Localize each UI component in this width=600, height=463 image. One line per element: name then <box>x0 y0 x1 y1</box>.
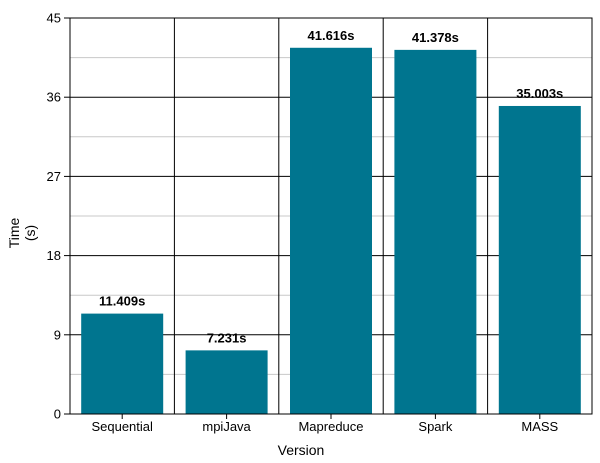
y-tick-label: 45 <box>47 11 61 26</box>
bar-value-label: 7.231s <box>207 330 247 345</box>
x-axis-title: Version <box>278 442 325 458</box>
bar-sequential <box>81 313 164 414</box>
bar-value-label: 11.409s <box>99 294 145 309</box>
y-tick-label: 18 <box>47 248 61 263</box>
bar-value-label: 35.003s <box>516 86 563 101</box>
plot-frame <box>69 17 593 415</box>
y-tick-label: 0 <box>54 407 61 422</box>
y-tick-label: 27 <box>47 169 61 184</box>
y-axis-title: Time (s) <box>6 217 38 248</box>
x-tick-label: MASS <box>521 419 558 434</box>
bars <box>81 47 581 415</box>
x-tick-label: Mapreduce <box>298 419 363 434</box>
bar-value-label: 41.616s <box>308 28 355 43</box>
x-tick-label: Spark <box>418 419 452 434</box>
labels: 0 9 18 27 36 45 11.409s Sequential 7.231s mpiJava… <box>47 11 564 435</box>
bar-mapreduce <box>290 47 372 414</box>
y-tick-label: 36 <box>47 90 61 105</box>
bar-spark <box>394 49 477 415</box>
bar-value-label: 41.378s <box>412 30 459 45</box>
bar-mass <box>498 105 581 414</box>
bar-mpijava <box>185 350 268 414</box>
y-axis-title-line-1: Time <box>6 217 22 248</box>
x-tick-label: mpiJava <box>202 419 251 434</box>
x-tick-label: Sequential <box>91 419 153 434</box>
axes <box>64 17 593 419</box>
y-tick-label: 9 <box>54 327 61 342</box>
y-axis-title-line-2: (s) <box>22 225 38 241</box>
